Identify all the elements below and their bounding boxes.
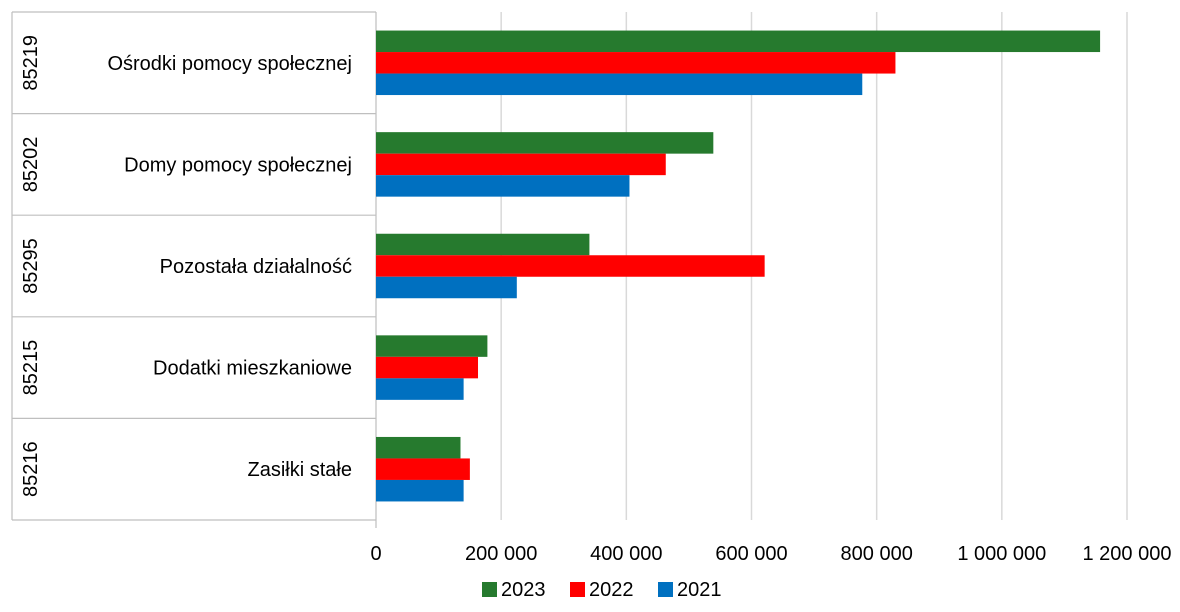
category-label: Ośrodki pomocy społecznej	[107, 53, 352, 75]
bar-2022-85202	[376, 153, 666, 176]
category-label: Zasiłki stałe	[248, 459, 352, 481]
x-tick-label: 800 000	[841, 543, 913, 565]
legend-swatch-2022	[570, 582, 585, 597]
x-tick-label: 0	[370, 543, 381, 565]
legend-swatch-2023	[482, 582, 497, 597]
x-tick-label: 400 000	[590, 543, 662, 565]
category-label: Dodatki mieszkaniowe	[153, 358, 352, 380]
bar-2022-85215	[376, 356, 479, 379]
x-tick-label: 1 000 000	[957, 543, 1046, 565]
bar-2021-85219	[376, 73, 863, 96]
category-code-label: 85295	[20, 238, 42, 294]
bars	[376, 30, 1101, 502]
legend-swatch-2021	[658, 582, 673, 597]
bar-2021-85216	[376, 479, 464, 502]
bar-2021-85202	[376, 175, 630, 197]
bar-2021-85215	[376, 378, 464, 400]
category-labels: Ośrodki pomocy społecznej 85219 Domy pomoc…	[20, 35, 352, 497]
bar-2023-85295	[376, 233, 590, 256]
category-code-label: 85202	[20, 137, 42, 193]
bar-2023-85202	[376, 132, 714, 154]
bar-2023-85215	[376, 335, 488, 357]
bar-2022-85295	[376, 255, 765, 277]
category-axis-frame	[11, 11, 377, 528]
x-tick-label: 600 000	[715, 543, 787, 565]
legend-label-2023: 2023	[501, 579, 546, 601]
x-tick-label: 1 200 000	[1083, 543, 1172, 565]
category-label: Pozostała działalność	[160, 256, 352, 278]
bar-2022-85216	[376, 458, 470, 480]
bar-2023-85216	[376, 436, 461, 459]
x-axis-tick-labels: 0 200 000 400 000 600 000 800 000 1 000 000 1 …	[370, 543, 1171, 565]
legend: 2023 2022 2021	[482, 579, 722, 601]
x-tick-label: 200 000	[465, 543, 537, 565]
bar-2023-85219	[376, 30, 1101, 53]
category-code-label: 85219	[20, 35, 42, 91]
category-code-label: 85216	[20, 441, 42, 497]
legend-label-2021: 2021	[677, 579, 722, 601]
bar-2021-85295	[376, 276, 517, 299]
legend-label-2022: 2022	[589, 579, 634, 601]
category-label: Domy pomocy społecznej	[124, 154, 352, 176]
bar-2022-85219	[376, 52, 896, 74]
category-code-label: 85215	[20, 340, 42, 396]
